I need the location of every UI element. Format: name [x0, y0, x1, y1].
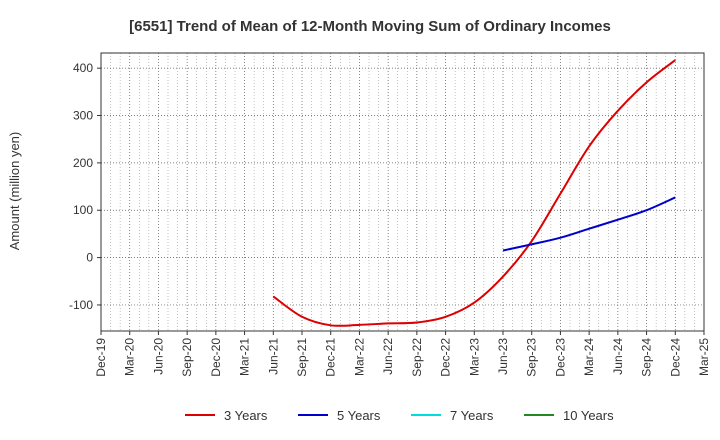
x-tick-label: Dec-21 — [324, 338, 338, 377]
x-tick-label: Jun-20 — [151, 338, 165, 375]
x-tick-label: Mar-22 — [352, 338, 366, 376]
y-axis: -100 0 100 200 300 400 — [69, 61, 101, 312]
x-tick-label: Sep-23 — [525, 338, 539, 377]
plot-frame — [100, 52, 705, 332]
y-tick-label: 400 — [73, 61, 93, 75]
legend-label: 5 Years — [337, 408, 381, 423]
x-tick-label: Jun-23 — [496, 338, 510, 375]
x-tick-label: Jun-22 — [381, 338, 395, 375]
y-tick-label: 200 — [73, 156, 93, 170]
legend-label: 10 Years — [563, 408, 614, 423]
y-tick-label: 300 — [73, 109, 93, 123]
x-tick-label: Jun-24 — [611, 338, 625, 375]
y-tick-label: -100 — [69, 298, 93, 312]
x-tick-label: Sep-20 — [180, 338, 194, 377]
y-tick-label: 0 — [86, 251, 93, 265]
legend-label: 3 Years — [224, 408, 268, 423]
minor-grid — [110, 53, 695, 331]
x-tick-label: Dec-22 — [439, 338, 453, 377]
plot-area: -100 0 100 200 300 400 Dec-19 Mar-20 Jun-20 Sep-2… — [69, 52, 711, 377]
x-tick-label: Sep-24 — [640, 338, 654, 377]
x-tick-label: Mar-24 — [582, 338, 596, 376]
x-tick-label: Jun-21 — [266, 338, 280, 375]
legend-item-7-years: 7 Years — [411, 408, 494, 423]
x-tick-label: Dec-19 — [94, 338, 108, 377]
chart-title: [6551] Trend of Mean of 12-Month Moving … — [129, 18, 611, 35]
x-tick-label: Mar-20 — [123, 338, 137, 376]
x-tick-label: Sep-21 — [295, 338, 309, 377]
x-tick-label: Dec-23 — [553, 338, 567, 377]
legend: 3 Years 5 Years 7 Years 10 Years — [185, 408, 614, 423]
legend-item-5-years: 5 Years — [298, 408, 381, 423]
x-tick-label: Mar-23 — [467, 338, 481, 376]
series-line-5-years — [502, 196, 676, 252]
y-tick-label: 100 — [73, 203, 93, 217]
plot-background — [101, 53, 704, 331]
series-line-3-years — [272, 59, 676, 327]
y-axis-label: Amount (million yen) — [7, 132, 22, 251]
legend-label: 7 Years — [450, 408, 494, 423]
x-axis: Dec-19 Mar-20 Jun-20 Sep-20 Dec-20 Mar-21 Jun-… — [94, 331, 711, 377]
legend-item-10-years: 10 Years — [524, 408, 614, 423]
x-tick-label: Dec-24 — [668, 338, 682, 377]
x-tick-label: Sep-22 — [410, 338, 424, 377]
series-lines — [272, 59, 676, 327]
legend-item-3-years: 3 Years — [185, 408, 268, 423]
x-tick-label: Mar-25 — [697, 338, 711, 376]
x-tick-label: Mar-21 — [238, 338, 252, 376]
x-tick-label: Dec-20 — [209, 338, 223, 377]
